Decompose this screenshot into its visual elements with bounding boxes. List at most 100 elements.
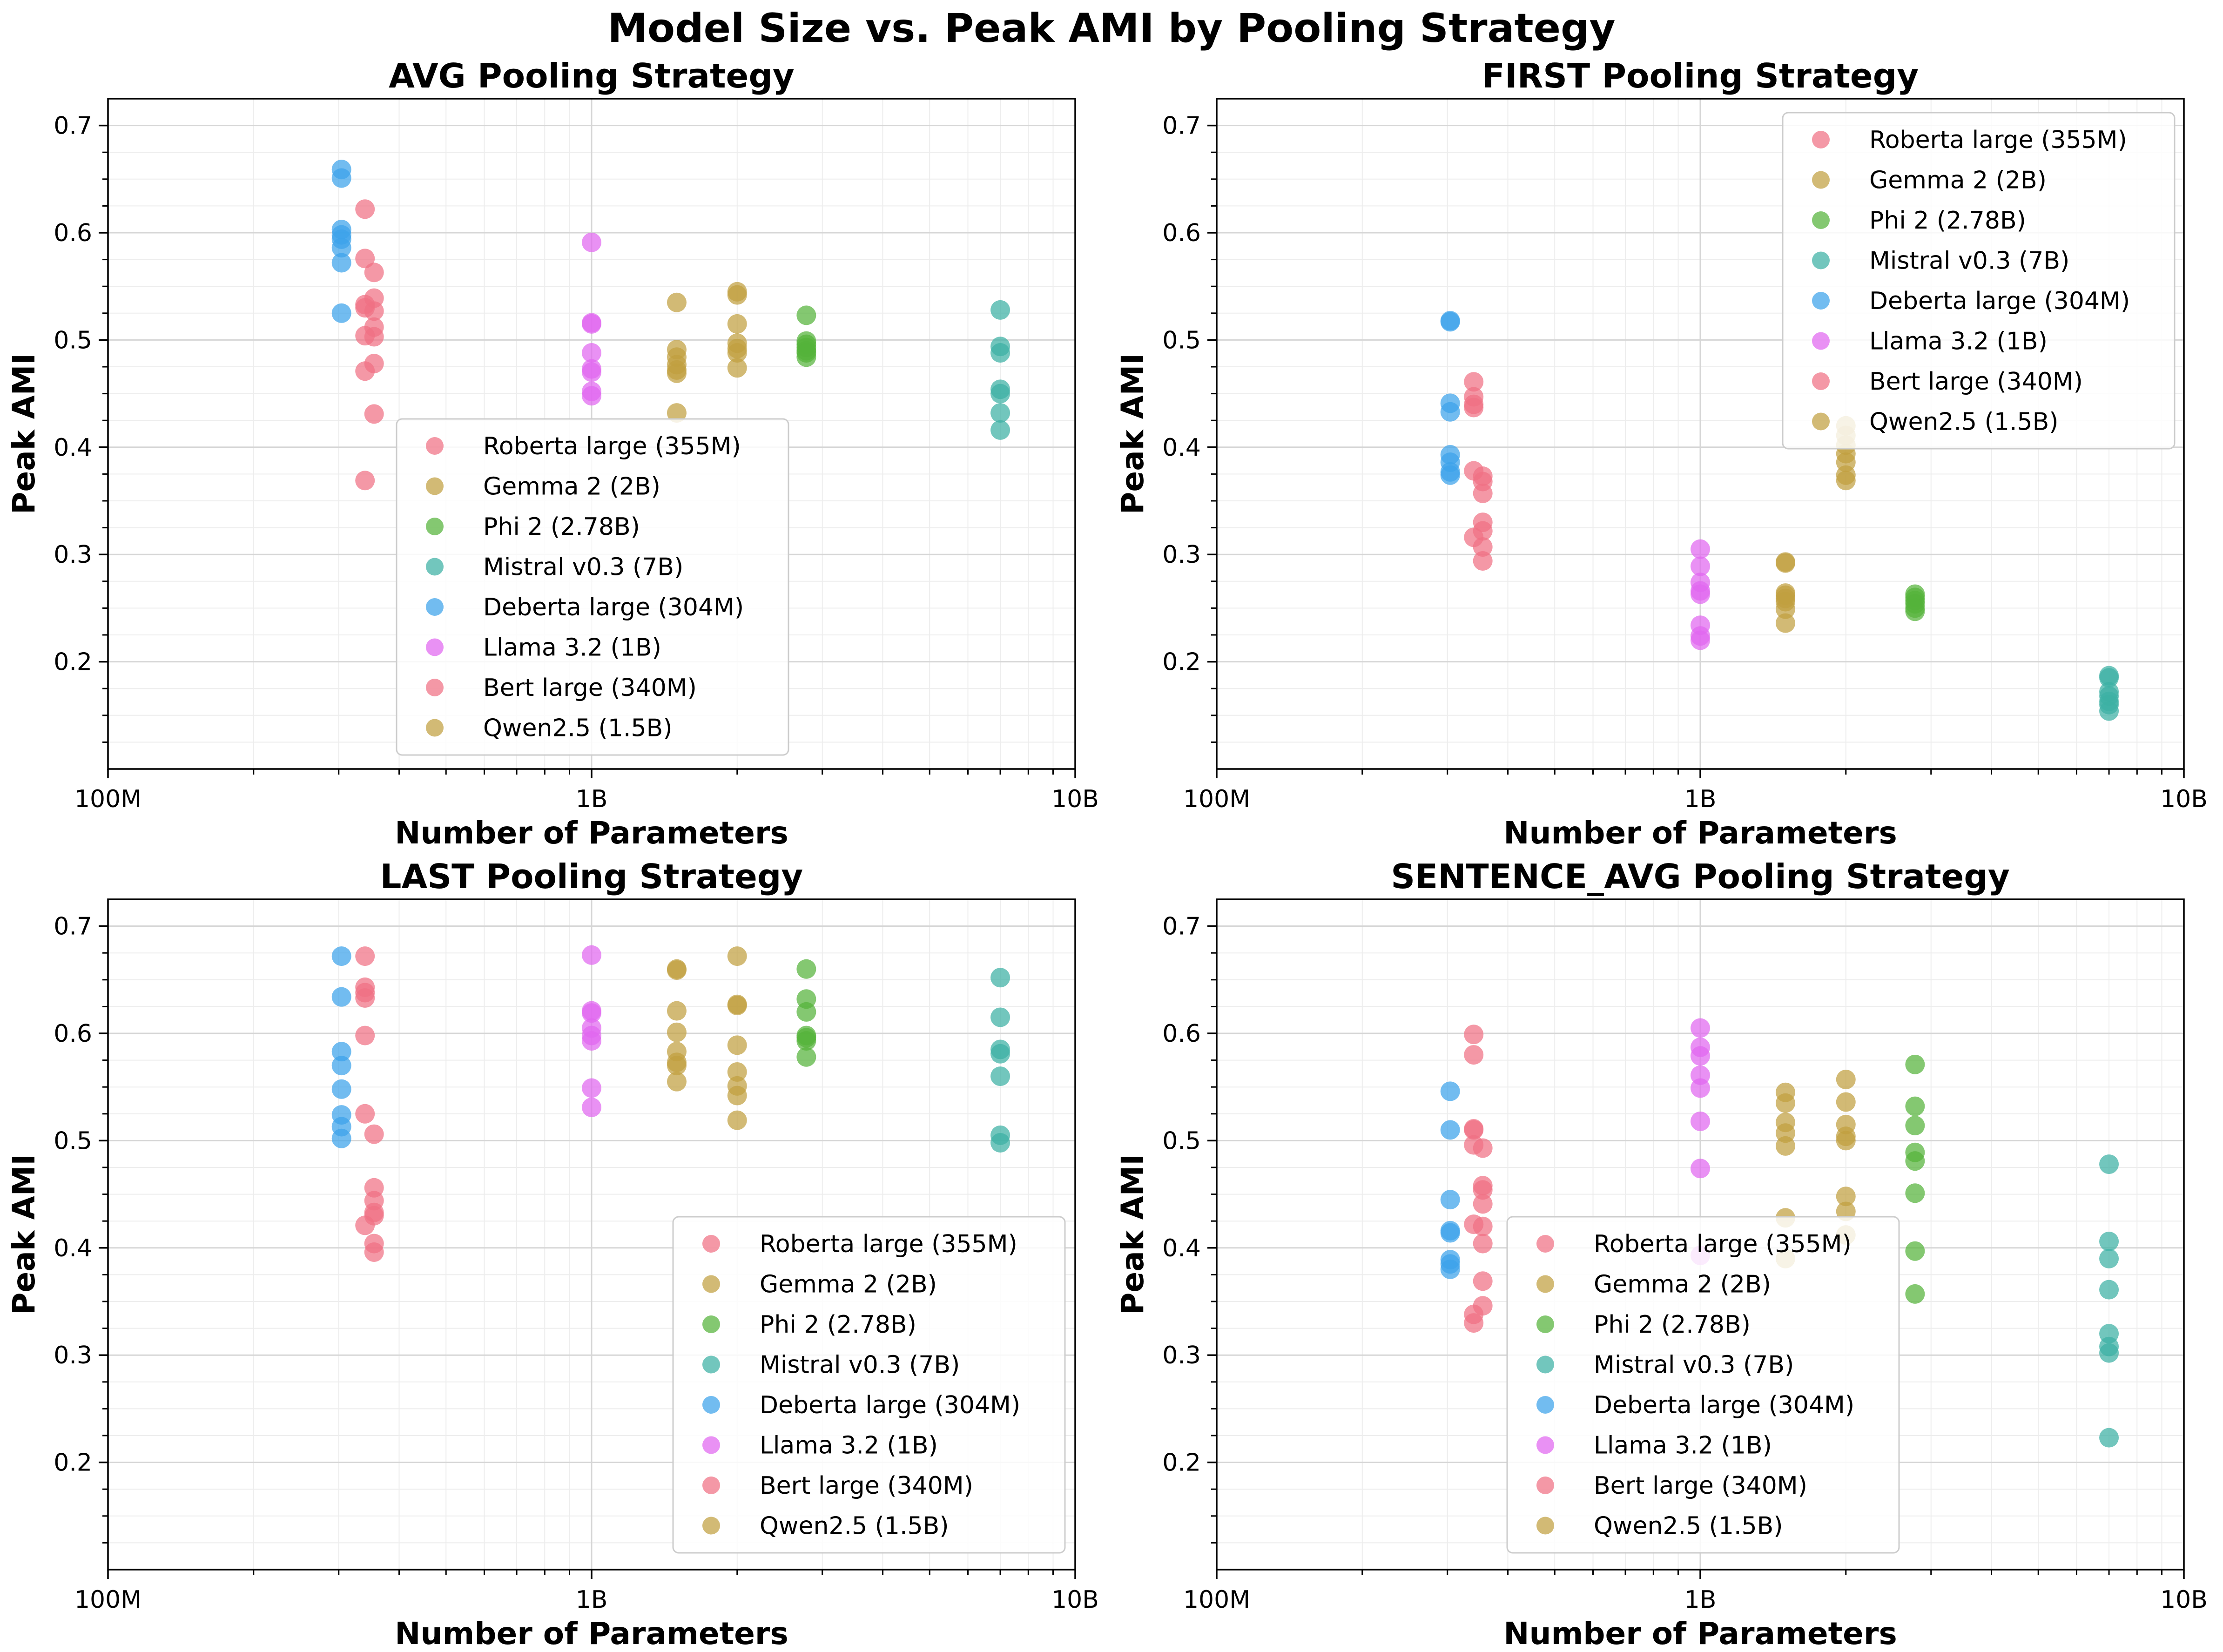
legend-label: Qwen2.5 (1.5B) xyxy=(760,1512,949,1540)
legend-label: Roberta large (355M) xyxy=(760,1230,1017,1258)
y-tick-label: 0.2 xyxy=(54,648,92,676)
data-point xyxy=(990,1133,1010,1153)
legend-label: Bert large (340M) xyxy=(1594,1472,1807,1500)
data-point xyxy=(1440,402,1460,422)
legend-label: Mistral v0.3 (7B) xyxy=(1594,1351,1794,1379)
y-tick-label: 0.4 xyxy=(54,1234,92,1262)
data-point xyxy=(990,968,1010,988)
y-tick-label: 0.3 xyxy=(54,1342,92,1369)
legend-marker xyxy=(426,638,444,656)
legend-marker xyxy=(426,558,444,576)
data-point xyxy=(2099,1248,2119,1268)
y-axis-label: Peak AMI xyxy=(6,353,42,514)
legend-box xyxy=(1782,112,2176,450)
legend-marker xyxy=(1536,1275,1554,1293)
data-point xyxy=(1691,539,1710,559)
data-point xyxy=(582,1097,601,1117)
x-axis-label: Number of Parameters xyxy=(395,815,788,851)
figure-title: Model Size vs. Peak AMI by Pooling Strat… xyxy=(607,5,1615,52)
legend-marker xyxy=(1812,171,1830,189)
data-point xyxy=(1691,1111,1710,1131)
data-point xyxy=(1775,1093,1795,1113)
x-tick-label: 10B xyxy=(1051,785,1099,813)
data-point xyxy=(582,1078,601,1098)
data-point xyxy=(667,960,687,980)
legend-marker xyxy=(702,1355,720,1374)
data-point xyxy=(990,343,1010,363)
y-axis-label: Peak AMI xyxy=(1115,1154,1151,1315)
data-point xyxy=(1905,601,1925,621)
chart-panel-2: 100M 1B 10B 0.2 0.3 0.4 0.5 0.6 0.7 FIRST Pooling… xyxy=(1115,56,2208,851)
data-point xyxy=(727,358,747,378)
legend-label: Gemma 2 (2B) xyxy=(1594,1271,1771,1299)
legend-label: Phi 2 (2.78B) xyxy=(483,513,640,541)
y-tick-label: 0.2 xyxy=(1162,1449,1201,1477)
data-point xyxy=(1473,483,1493,503)
data-point xyxy=(796,1002,816,1022)
data-point xyxy=(1691,584,1710,604)
data-point xyxy=(796,959,816,979)
data-point xyxy=(1464,1135,1484,1155)
legend-marker xyxy=(426,719,444,737)
legend: Roberta large (355M) Gemma 2 (2B) Phi 2 (2… xyxy=(672,1216,1066,1554)
data-point xyxy=(1440,1081,1460,1101)
data-point xyxy=(1775,613,1795,633)
data-point xyxy=(667,1001,687,1021)
data-point xyxy=(2099,668,2119,688)
legend-marker xyxy=(702,1517,720,1535)
data-point xyxy=(1775,599,1795,619)
data-point xyxy=(1905,1183,1925,1203)
data-point xyxy=(355,298,375,318)
x-tick-label: 10B xyxy=(1051,1586,1099,1614)
legend-label: Gemma 2 (2B) xyxy=(483,473,660,501)
legend-marker xyxy=(702,1436,720,1454)
data-point xyxy=(355,946,375,966)
x-tick-label: 100M xyxy=(1183,1586,1250,1614)
legend-label: Mistral v0.3 (7B) xyxy=(483,553,683,581)
legend-label: Deberta large (304M) xyxy=(760,1391,1020,1419)
legend-label: Bert large (340M) xyxy=(760,1472,973,1500)
data-point xyxy=(727,1086,747,1106)
legend-marker xyxy=(1536,1477,1554,1494)
legend-marker xyxy=(426,518,444,535)
legend-marker xyxy=(702,1275,720,1293)
chart-panel-1: 100M 1B 10B 0.2 0.3 0.4 0.5 0.6 0.7 AVG Pooling S… xyxy=(6,56,1099,851)
data-point xyxy=(582,1031,601,1051)
data-point xyxy=(1775,1136,1795,1156)
data-point xyxy=(331,946,351,966)
data-point xyxy=(1836,1131,1856,1151)
data-point xyxy=(990,384,1010,404)
legend-marker xyxy=(1536,1315,1554,1333)
data-point xyxy=(1464,461,1484,481)
data-point xyxy=(331,1056,351,1076)
legend-label: Bert large (340M) xyxy=(483,674,697,702)
data-point xyxy=(331,1128,351,1148)
data-point xyxy=(1440,1223,1460,1243)
panel-title: FIRST Pooling Strategy xyxy=(1482,56,1919,95)
legend-marker xyxy=(1536,1436,1554,1454)
y-tick-label: 0.6 xyxy=(54,1020,92,1048)
data-point xyxy=(1905,1284,1925,1304)
data-point xyxy=(990,1066,1010,1086)
data-point xyxy=(1473,1194,1493,1214)
legend-box xyxy=(396,418,789,756)
data-point xyxy=(1473,551,1493,571)
data-point xyxy=(1473,1180,1493,1200)
data-point xyxy=(727,996,747,1016)
data-point xyxy=(364,263,384,283)
data-point xyxy=(667,292,687,312)
data-point xyxy=(1464,1120,1484,1140)
legend-label: Deberta large (304M) xyxy=(483,593,744,621)
data-point xyxy=(1473,1271,1493,1291)
legend-marker xyxy=(702,1396,720,1414)
data-point xyxy=(1464,372,1484,392)
legend-label: Qwen2.5 (1.5B) xyxy=(1594,1512,1783,1540)
legend-marker xyxy=(426,679,444,696)
data-point xyxy=(990,300,1010,320)
data-point xyxy=(1440,465,1460,485)
data-point xyxy=(364,1124,384,1144)
y-tick-label: 0.6 xyxy=(1162,1020,1201,1048)
legend-label: Phi 2 (2.78B) xyxy=(1869,207,2026,235)
y-tick-label: 0.3 xyxy=(1162,541,1201,569)
y-axis-label: Peak AMI xyxy=(1115,353,1151,514)
